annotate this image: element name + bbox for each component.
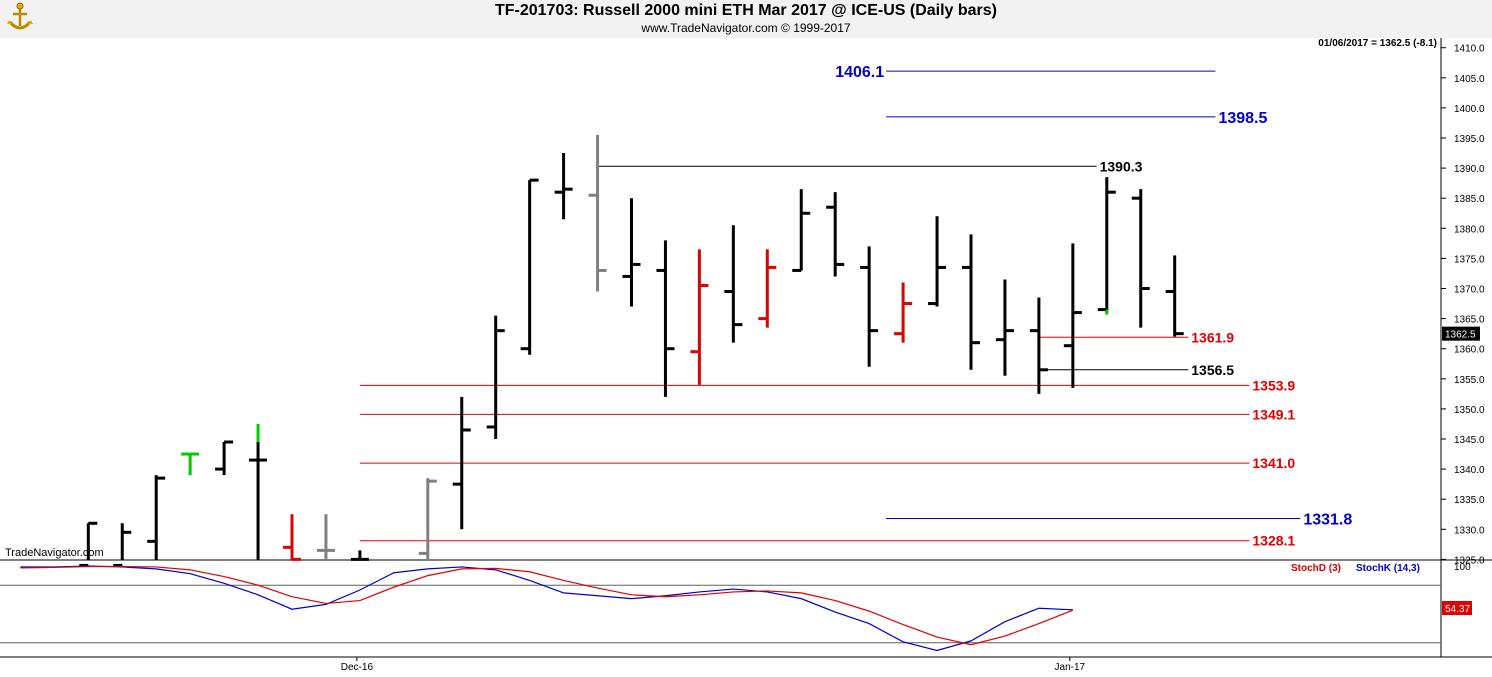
level-label: 1341.0 [1252,455,1295,471]
y-tick-label: 1405.0 [1454,74,1485,85]
y-tick-label: 1345.0 [1454,435,1485,446]
y-tick-label: 1380.0 [1454,224,1485,235]
stoch-last-label: 54.37 [1445,604,1470,615]
level-label: 1406.1 [835,64,884,81]
chart-subtitle: www.TradeNavigator.com © 1999-2017 [641,21,851,35]
stochd-line [20,565,1074,646]
last-price-label: 1362.5 [1445,330,1476,341]
level-label: 1331.8 [1303,511,1352,528]
trade-navigator-logo-icon [4,2,36,34]
y-tick-label: 1395.0 [1454,134,1485,145]
legend-stochd: StochD (3) [1291,563,1341,574]
y-tick-label: 1365.0 [1454,315,1485,326]
y-tick-label: 1340.0 [1454,465,1485,476]
level-label: 1361.9 [1191,329,1234,345]
level-label: 1353.9 [1252,377,1295,393]
chart-header: TF-201703: Russell 2000 mini ETH Mar 201… [0,0,1492,38]
legend-stochk: StochK (14,3) [1356,563,1420,574]
last-price-box [1442,326,1480,341]
stochk-line [20,565,1073,652]
y-tick-label: 1335.0 [1454,495,1485,506]
watermark: TradeNavigator.com [5,547,104,559]
level-label: 1390.3 [1100,158,1143,174]
stoch-tick-label: 100 [1454,562,1471,573]
y-tick-label: 1375.0 [1454,254,1485,265]
y-tick-label: 1330.0 [1454,525,1485,536]
y-tick-label: 1410.0 [1454,44,1485,55]
chart-title: TF-201703: Russell 2000 mini ETH Mar 201… [494,2,997,19]
x-tick-label: Dec-16 [341,662,374,673]
y-tick-label: 1400.0 [1454,104,1485,115]
price-readout: 01/06/2017 = 1362.5 (-8.1) [1318,38,1437,49]
level-label: 1328.1 [1252,533,1295,549]
y-tick-label: 1370.0 [1454,285,1485,296]
level-label: 1349.1 [1252,406,1295,422]
y-tick-label: 1355.0 [1454,375,1485,386]
y-tick-label: 1390.0 [1454,164,1485,175]
y-tick-label: 1325.0 [1454,555,1485,566]
x-tick-label: Jan-17 [1055,662,1086,673]
level-label: 1356.5 [1191,362,1234,378]
y-tick-label: 1385.0 [1454,194,1485,205]
level-label: 1398.5 [1218,110,1267,127]
y-tick-label: 1360.0 [1454,345,1485,356]
stoch-last-box [1442,601,1472,615]
y-tick-label: 1350.0 [1454,405,1485,416]
